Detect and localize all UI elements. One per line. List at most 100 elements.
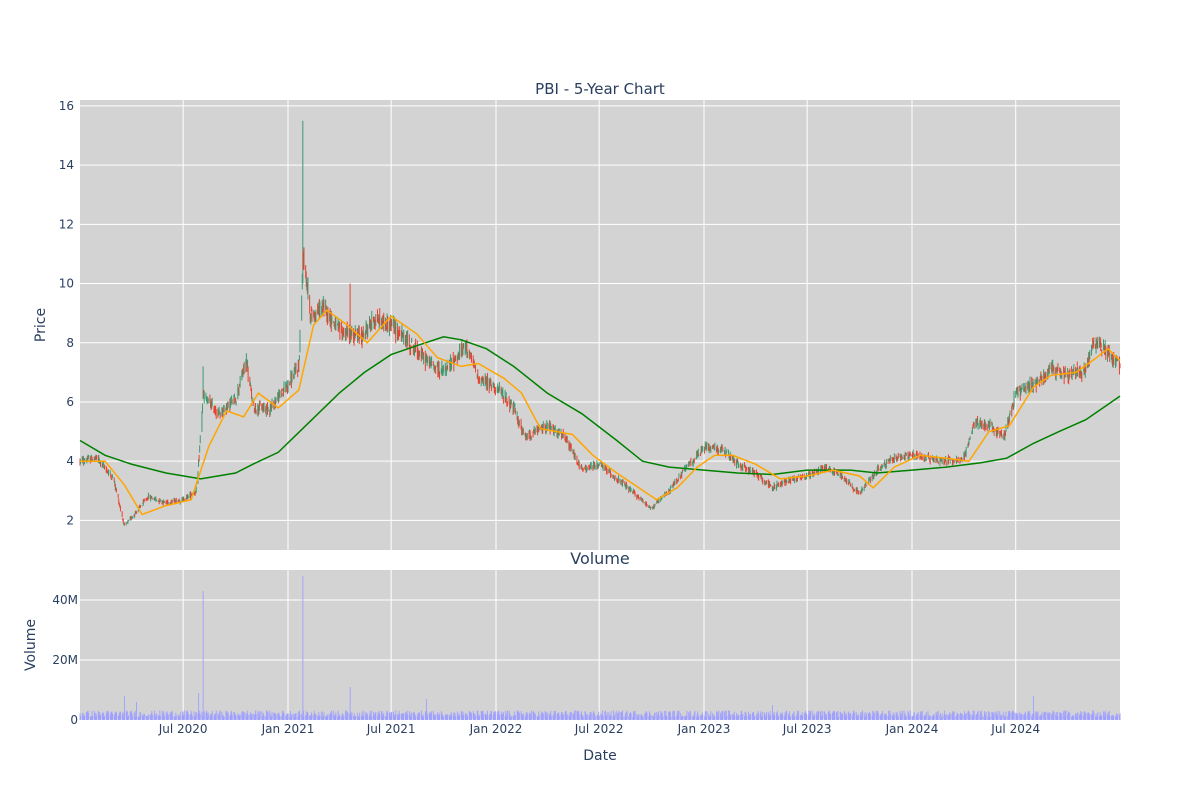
volume-bar [258,712,260,720]
volume-bar [343,714,345,720]
volume-bar [768,714,770,720]
volume-bar [81,712,83,720]
volume-bar [1071,716,1073,720]
volume-bar [572,713,574,720]
volume-bar [564,712,566,720]
volume-bar [661,712,663,720]
volume-bar [206,710,208,720]
volume-bar [1087,713,1089,720]
volume-bar [501,713,503,720]
volume-bar [416,715,418,720]
volume-bar [963,715,965,720]
volume-bar [949,713,951,720]
x-tick-label: Jul 2020 [158,722,208,736]
volume-bar [329,714,331,720]
volume-bar [537,715,539,720]
volume-bar [889,713,891,720]
volume-bar [725,710,727,720]
volume-bar [705,716,707,720]
volume-bar [752,712,753,720]
volume-bar [82,715,84,720]
volume-bar [1105,713,1107,720]
volume-bar [158,715,160,720]
volume-bar [628,716,630,720]
volume-bar [302,710,304,720]
volume-bar [222,716,223,720]
price-y-axis-title: Price [33,308,49,342]
volume-bar [622,710,624,720]
volume-bar [1100,714,1102,720]
volume-bar [569,712,571,720]
volume-bar [137,716,139,720]
volume-bar [1115,716,1116,720]
volume-bar [736,715,738,720]
price-y-tick-label: 12 [59,217,74,231]
volume-bar [682,716,684,720]
volume-bar [850,713,851,720]
volume-bar [987,711,989,720]
volume-bar [1013,712,1015,720]
volume-bar [213,716,215,720]
volume-bar [209,715,211,720]
volume-bar [246,713,248,720]
volume-bar [123,712,125,720]
volume-bar [644,714,646,720]
volume-bar [317,716,319,720]
volume-bar [358,712,360,720]
volume-bar [630,712,631,720]
volume-bar [203,711,205,720]
volume-bar [462,711,464,720]
volume-bar [227,712,229,720]
volume-bar [80,716,82,720]
volume-bar [114,714,116,720]
x-tick-label: Jul 2024 [990,722,1040,736]
volume-bar [700,715,702,720]
volume-bar [250,714,252,720]
volume-bar [325,716,327,720]
volume-bar [199,710,201,720]
volume-bar [560,714,562,720]
volume-bar [446,714,447,720]
volume-bar [762,712,764,720]
volume-bar [331,713,333,720]
volume-bar [696,713,698,720]
volume-bar [349,713,351,720]
volume-bar [869,713,871,720]
volume-bar [1076,714,1078,720]
volume-bar [465,712,467,720]
volume-bar [577,711,578,720]
volume-bar [463,714,465,720]
volume-bar [350,713,352,720]
volume-bar [112,713,113,720]
volume-bar [1059,712,1061,720]
volume-bar [642,716,644,720]
volume-bar [480,711,482,720]
volume-bar [569,716,571,720]
volume-bar [989,712,991,720]
volume-bar [1075,713,1077,720]
volume-bar [293,713,295,720]
volume-bar [969,714,971,720]
volume-bar [492,714,494,720]
volume-bar [793,711,795,720]
volume-bar [456,711,458,720]
volume-bar [1011,712,1013,720]
volume-bar [736,712,737,720]
volume-bar [398,710,400,720]
volume-bar [777,710,779,720]
volume-bar [760,711,762,720]
volume-bar [338,715,340,720]
volume-bar [800,715,802,720]
volume-bar [303,716,305,720]
volume-bar [680,715,682,720]
volume-bar [733,711,735,720]
volume-bar [89,716,91,720]
volume-bar [378,714,380,720]
volume-bar [381,711,383,720]
volume-bar [434,716,435,720]
volume-bar [831,712,833,720]
volume-bar [87,711,88,720]
volume-bar [1021,713,1023,720]
volume-bar [678,710,680,720]
volume-bar [709,715,711,720]
